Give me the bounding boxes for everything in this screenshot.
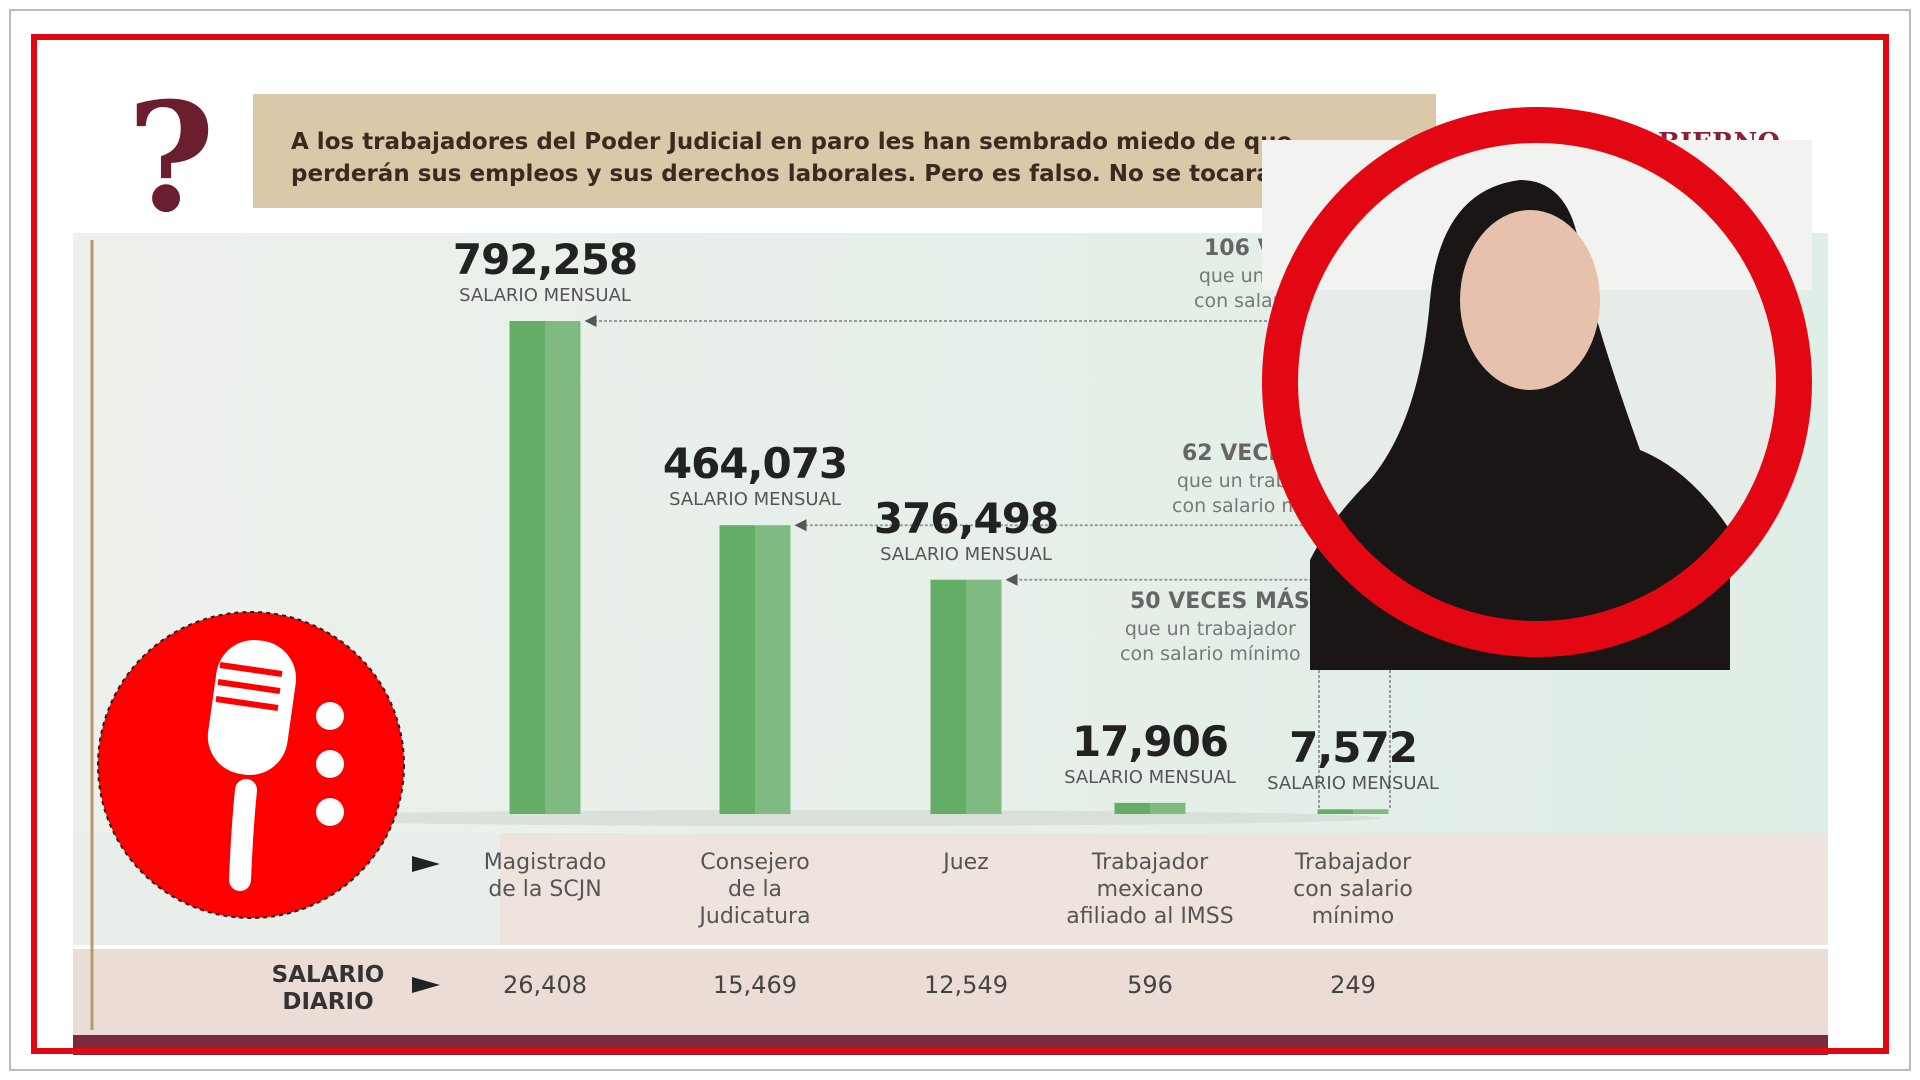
mic-grill [215, 696, 279, 711]
bar-shade [966, 579, 1002, 814]
value-caption: SALARIO MENSUAL [880, 543, 1052, 565]
face [1460, 210, 1600, 390]
value-caption: SALARIO MENSUAL [669, 489, 841, 511]
daily-value: 15,469 [713, 971, 797, 999]
value-label: 7,572 [1289, 723, 1418, 773]
logo-dot [316, 750, 344, 778]
row-arrow [412, 856, 440, 872]
mic-stand [229, 779, 257, 891]
bar-shade [1150, 802, 1186, 814]
bar-shade [1353, 809, 1389, 814]
bar [1317, 809, 1389, 814]
logo-dot [316, 702, 344, 730]
daily-value: 12,549 [924, 971, 1008, 999]
person [1310, 180, 1730, 670]
annotation-arrow [794, 519, 807, 532]
value-label: 17,906 [1071, 716, 1229, 766]
value-label: 464,073 [662, 439, 848, 489]
category-label: Trabajador mexicano afiliado al IMSS [1066, 850, 1234, 929]
annotation-text: que un trabajador con salario mínimo [1120, 618, 1301, 665]
category-label: Trabajador con salario mínimo [1293, 850, 1413, 929]
bar-shade [755, 525, 791, 814]
value-caption: SALARIO MENSUAL [459, 285, 631, 306]
header-box [253, 94, 1436, 208]
mic-grill [219, 662, 283, 677]
daily-label: SALARIO DIARIO [271, 962, 385, 1015]
annotation-arrow [1005, 573, 1018, 586]
category-label: Consejero de la Judicatura [699, 850, 811, 929]
red-frame [31, 34, 1889, 1054]
photo-ring [1262, 107, 1812, 657]
bar [719, 525, 791, 814]
daily-value: 249 [1330, 971, 1376, 999]
value-label: 376,498 [873, 493, 1059, 543]
daily-value: 596 [1127, 971, 1173, 999]
bar-shade [545, 321, 581, 814]
value-caption: SALARIO MENSUAL [1267, 773, 1439, 795]
question-icon: ? [127, 70, 215, 246]
category-row-tint [500, 833, 1828, 945]
category-label: Juez [943, 850, 989, 875]
daily-value: 26,408 [503, 971, 587, 999]
value-label: 792,258 [452, 235, 638, 284]
daily-row [73, 949, 1828, 1035]
annotation-line [1013, 578, 1320, 808]
row-arrow [412, 977, 440, 993]
bar [509, 321, 581, 814]
mic-grill [217, 679, 281, 694]
annotation-title: 50 VECES MÁS [1130, 589, 1310, 614]
bar [930, 579, 1002, 814]
bar [1114, 802, 1186, 814]
annotation-arrow [584, 315, 597, 327]
logo-dot [316, 798, 344, 826]
value-caption: SALARIO MENSUAL [1064, 766, 1236, 788]
category-label: Magistrado de la SCJN [483, 850, 607, 902]
